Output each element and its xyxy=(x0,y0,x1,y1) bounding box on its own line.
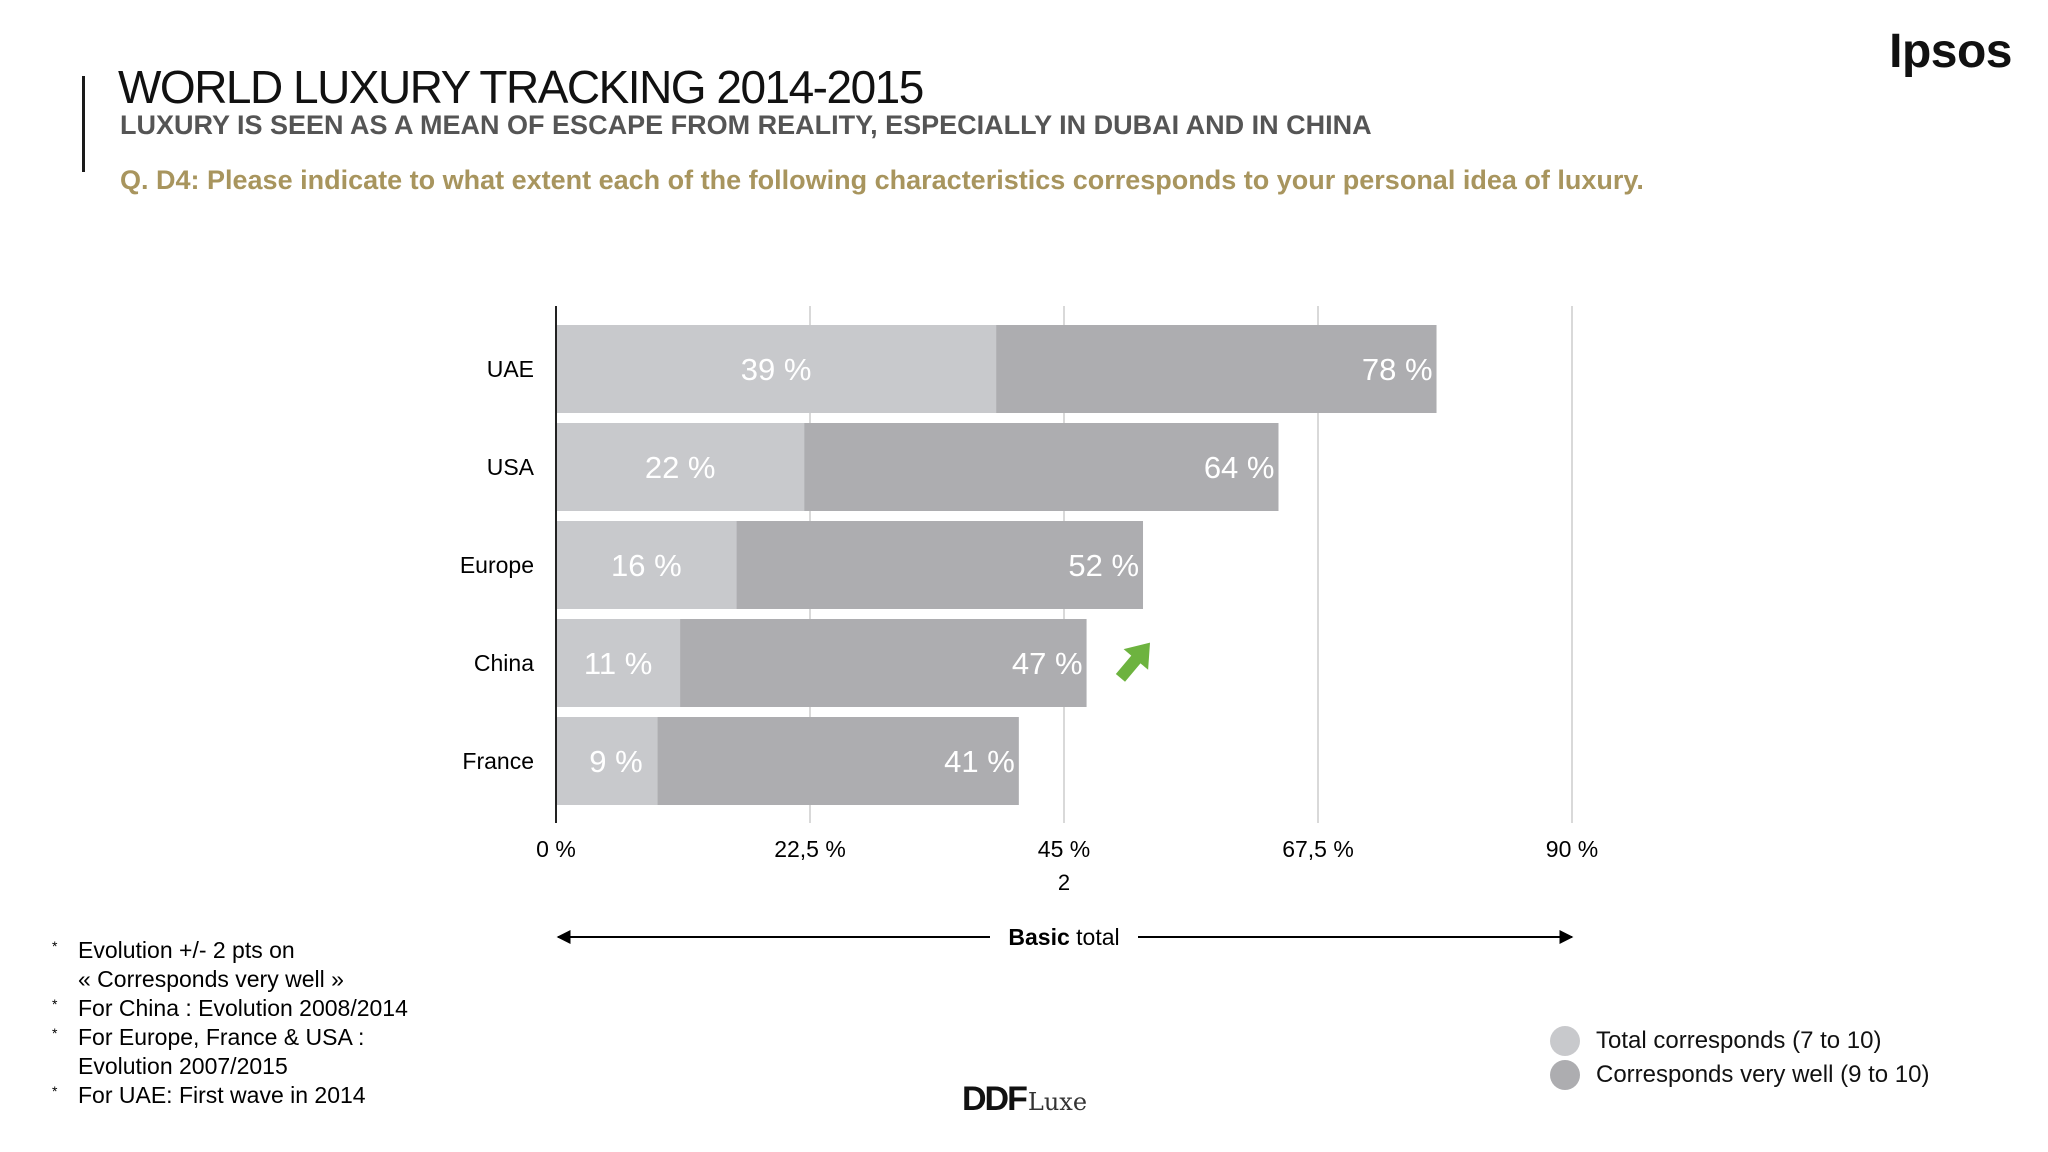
footnotes: * Evolution +/- 2 pts on « Corresponds ver… xyxy=(52,936,408,1110)
page-title: WORLD LUXURY TRACKING 2014-2015 xyxy=(118,61,924,113)
ddf-luxe-logo: DDFLuxe xyxy=(962,1080,1087,1119)
category-label: Europe xyxy=(460,552,534,578)
value-label-total: 52 % xyxy=(1068,548,1139,583)
footnote-star: * xyxy=(52,996,58,1012)
arrow-shape xyxy=(1115,642,1151,682)
value-label-very-well: 9 % xyxy=(589,744,642,779)
bar-very-well-uae xyxy=(556,325,997,413)
category-label: France xyxy=(462,748,534,774)
x-tick-label: 0 % xyxy=(536,836,576,862)
base-label-bold: Basic xyxy=(1008,924,1070,950)
legend-item: Total corresponds (7 to 10) xyxy=(1550,1024,1929,1058)
bar-very-well-usa xyxy=(556,423,805,511)
page-number: 2 xyxy=(1058,870,1070,895)
x-tick-label: 90 % xyxy=(1546,836,1598,862)
base-label-text: total xyxy=(1070,924,1120,950)
green-up-arrow-icon xyxy=(1115,642,1151,682)
footnote-line: Evolution +/- 2 pts on xyxy=(78,937,295,963)
category-label: USA xyxy=(487,454,535,480)
value-label-very-well: 16 % xyxy=(611,548,682,583)
value-label-total: 78 % xyxy=(1362,352,1433,387)
legend-swatch xyxy=(1550,1060,1580,1090)
ipsos-logo: Ipsos xyxy=(1889,25,2012,78)
x-tick-label: 45 % xyxy=(1038,836,1090,862)
x-tick-label: 22,5 % xyxy=(774,836,846,862)
footnote-line: For China : Evolution 2008/2014 xyxy=(78,995,408,1021)
value-label-total: 64 % xyxy=(1204,450,1275,485)
footnote-line: For UAE: First wave in 2014 xyxy=(78,1082,366,1108)
value-label-very-well: 22 % xyxy=(645,450,716,485)
footnote-item: * For UAE: First wave in 2014 xyxy=(52,1081,408,1110)
footnote-item: * For China : Evolution 2008/2014 xyxy=(52,994,408,1023)
x-tick-label: 67,5 % xyxy=(1282,836,1354,862)
footnote-star: * xyxy=(52,1025,58,1041)
legend-label: Total corresponds (7 to 10) xyxy=(1596,1027,1882,1054)
footnote-star: * xyxy=(52,1083,58,1099)
legend-label: Corresponds very well (9 to 10) xyxy=(1596,1061,1930,1088)
chart-legend: Total corresponds (7 to 10) Corresponds v… xyxy=(1550,1024,1929,1092)
footnote-item: * For Europe, France & USA : Evolution 200… xyxy=(52,1023,408,1081)
value-label-total: 47 % xyxy=(1012,646,1083,681)
value-label-very-well: 11 % xyxy=(584,646,652,681)
footnote-item: * Evolution +/- 2 pts on « Corresponds ver… xyxy=(52,936,408,994)
footnote-line: Evolution 2007/2015 xyxy=(78,1053,288,1079)
footnote-star: * xyxy=(52,938,58,954)
brand-part-2: Luxe xyxy=(1027,1088,1088,1116)
base-label: Basic total xyxy=(1008,924,1119,950)
bar-very-well-europe xyxy=(556,521,737,609)
bar-very-well-france xyxy=(556,717,658,805)
title-accent-line xyxy=(82,76,85,172)
footnote-line: « Corresponds very well » xyxy=(78,966,344,992)
category-label: UAE xyxy=(487,356,534,382)
page-subtitle: LUXURY IS SEEN AS A MEAN OF ESCAPE FROM … xyxy=(120,110,1372,140)
category-label: China xyxy=(474,650,534,676)
brand-part-1: DDF xyxy=(962,1080,1028,1118)
footnote-line: For Europe, France & USA : xyxy=(78,1024,365,1050)
bar-very-well-china xyxy=(556,619,681,707)
value-label-very-well: 39 % xyxy=(741,352,812,387)
legend-item: Corresponds very well (9 to 10) xyxy=(1550,1058,1929,1092)
value-label-total: 41 % xyxy=(944,744,1015,779)
survey-question: Q. D4: Please indicate to what extent ea… xyxy=(120,165,1644,195)
legend-swatch xyxy=(1550,1026,1580,1056)
